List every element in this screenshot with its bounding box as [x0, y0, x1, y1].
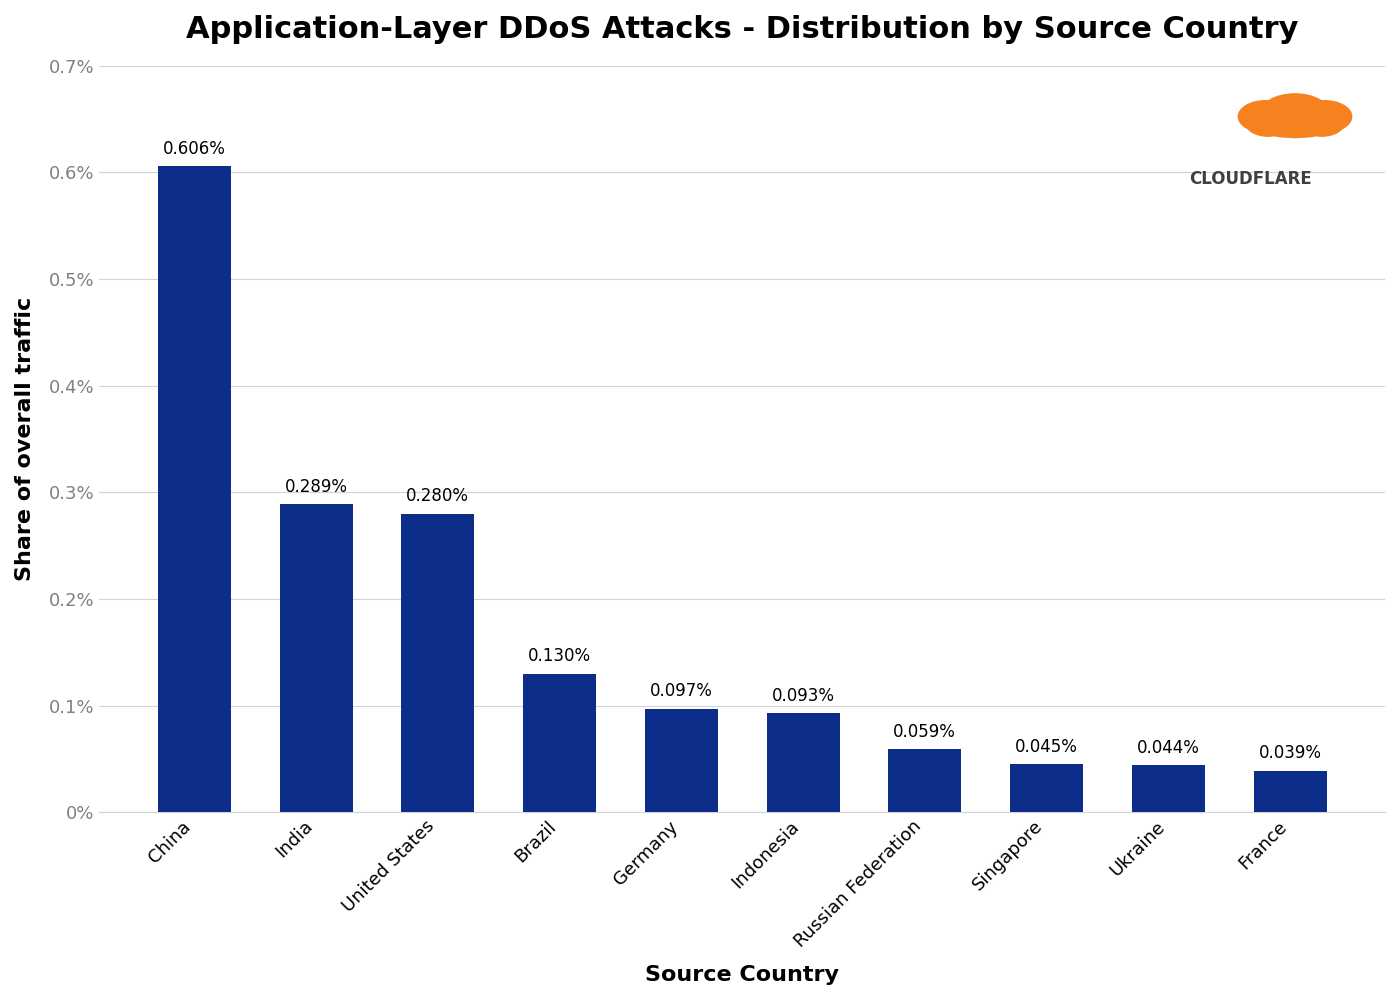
Bar — [1253, 771, 1327, 812]
Text: 0.280%: 0.280% — [406, 487, 469, 505]
Bar — [1009, 764, 1084, 812]
Text: 0.097%: 0.097% — [650, 682, 713, 700]
Text: 0.044%: 0.044% — [1137, 739, 1200, 757]
Circle shape — [1296, 101, 1351, 132]
Text: 0.289%: 0.289% — [284, 478, 347, 496]
Bar — [1131, 765, 1205, 812]
Bar — [158, 166, 231, 812]
Circle shape — [1271, 109, 1319, 138]
Text: 0.606%: 0.606% — [162, 140, 225, 158]
Text: 0.059%: 0.059% — [893, 723, 956, 741]
Circle shape — [1280, 108, 1330, 137]
Bar — [402, 514, 475, 812]
Bar — [645, 709, 718, 812]
Bar — [888, 749, 962, 812]
Circle shape — [1260, 94, 1330, 135]
Bar — [767, 713, 840, 812]
Title: Application-Layer DDoS Attacks - Distribution by Source Country: Application-Layer DDoS Attacks - Distrib… — [186, 15, 1298, 44]
Bar — [524, 674, 596, 812]
Circle shape — [1260, 108, 1310, 137]
Text: 0.130%: 0.130% — [528, 647, 591, 665]
Text: 0.045%: 0.045% — [1015, 738, 1078, 756]
Text: 0.039%: 0.039% — [1259, 744, 1322, 762]
Bar — [280, 504, 353, 812]
Text: CLOUDFLARE: CLOUDFLARE — [1189, 170, 1312, 188]
Y-axis label: Share of overall traffic: Share of overall traffic — [15, 297, 35, 581]
X-axis label: Source Country: Source Country — [645, 965, 839, 985]
Circle shape — [1246, 111, 1291, 136]
Circle shape — [1299, 111, 1344, 136]
Text: 0.093%: 0.093% — [771, 687, 834, 705]
Circle shape — [1239, 101, 1294, 132]
